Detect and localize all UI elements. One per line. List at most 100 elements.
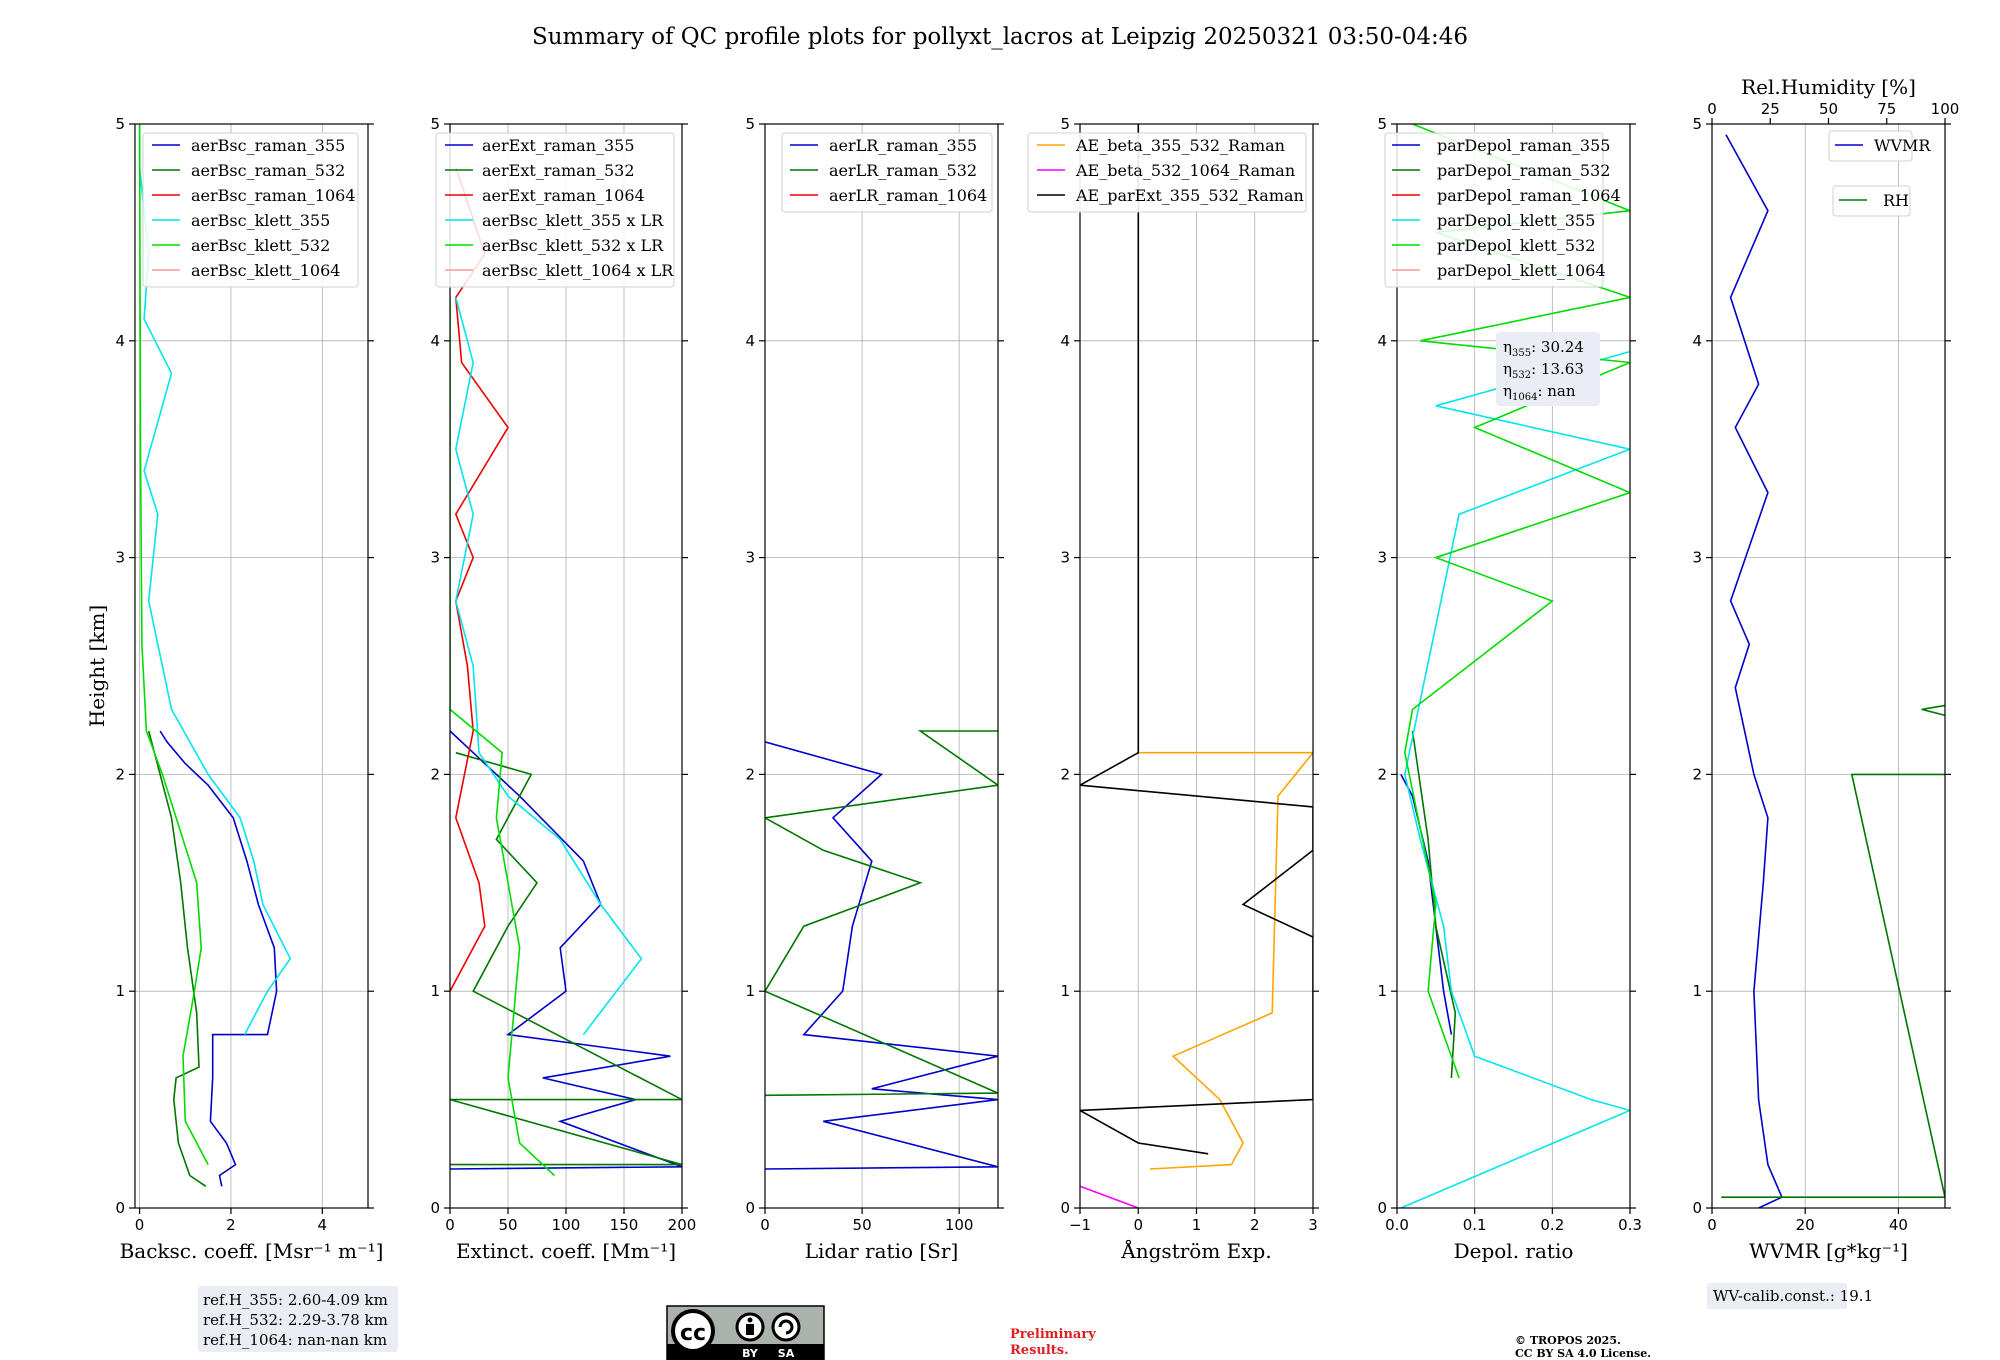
legend-entry: aerExt_raman_355 [482, 136, 635, 155]
legend-entry: aerBsc_klett_355 x LR [482, 211, 664, 230]
y-tick-label: 2 [115, 765, 125, 783]
series-line-aerBsc_raman_355 [159, 730, 278, 1187]
series-line-aerExt_raman_1064 [450, 167, 509, 992]
series-group [1080, 124, 1313, 1208]
x-tick-label: 2 [1250, 1216, 1260, 1234]
y-tick-label: 0 [1060, 1199, 1070, 1217]
series-line-aerExt_raman_355 [450, 730, 682, 1170]
series-line-AE_beta_355_532_Raman [1138, 751, 1313, 1170]
y-tick-label: 3 [1692, 549, 1702, 567]
y-tick-label: 0 [1692, 1199, 1702, 1217]
legend-entry: aerExt_raman_1064 [482, 186, 645, 205]
eta-1064-value: : nan [1537, 382, 1575, 400]
x-tick-label: 200 [668, 1216, 697, 1234]
copyright-line2: CC BY SA 4.0 License. [1515, 1347, 1651, 1360]
series-group [138, 124, 292, 1187]
series-line-AE_beta_532_1064_Raman [1080, 1185, 1139, 1208]
panel-lidar_ratio: 0 50 100 0 1 2 3 4 5 Lidar ratio [Sr] [745, 115, 1004, 1263]
legend-entry: aerLR_raman_355 [829, 136, 977, 155]
series-line-aerExt_raman_532 [450, 751, 682, 1166]
legend-entry: AE_parExt_355_532_Raman [1075, 186, 1304, 205]
x-axis-label: Extinct. coeff. [Mm⁻¹] [456, 1239, 676, 1263]
top-axis-label: Rel.Humidity [%] [1741, 75, 1916, 99]
legend-wvmr: WVMR [1828, 130, 1931, 162]
y-tick-label: 3 [1060, 549, 1070, 567]
series-line-parDepol_klett_355 [1400, 350, 1630, 1208]
legend-entry: aerBsc_klett_1064 x LR [482, 261, 674, 280]
legend-backscatter: aerBsc_raman_355 aerBsc_raman_532 aerBsc… [142, 132, 359, 288]
legend-entry: aerLR_raman_1064 [829, 186, 987, 205]
y-tick-label: 5 [1377, 115, 1387, 133]
y-tick-label: 2 [430, 765, 440, 783]
x-tick-label: 0 [760, 1216, 770, 1234]
x-tick-label: 0 [1707, 1216, 1717, 1234]
y-tick-label: 5 [745, 115, 755, 133]
top-tick-label: 0 [1707, 100, 1717, 118]
series-line-parDepol_raman_355 [1400, 774, 1453, 1035]
y-tick-label: 1 [1060, 982, 1070, 1000]
x-tick-label: 0.0 [1385, 1216, 1409, 1234]
legend-entry: aerBsc_klett_355 [191, 211, 330, 230]
by-label: BY [742, 1347, 759, 1360]
sa-label: SA [778, 1347, 795, 1360]
series-line-parDepol_raman_532 [1411, 730, 1457, 1078]
ref-h-1064: ref.H_1064: nan-nan km [203, 1331, 387, 1349]
x-tick-label: 2 [226, 1216, 236, 1234]
x-axis-label: Backsc. coeff. [Msr⁻¹ m⁻¹] [120, 1239, 384, 1263]
y-tick-label: 3 [115, 549, 125, 567]
series-line-WVMR [1725, 134, 1783, 1208]
legend-entry: aerLR_raman_532 [829, 161, 977, 180]
series-line-aerBsc_klett_532 [138, 124, 209, 1165]
ref-h-355: ref.H_355: 2.60-4.09 km [203, 1291, 388, 1309]
y-tick-label: 5 [115, 115, 125, 133]
x-tick-label: 20 [1796, 1216, 1815, 1234]
series-line-RH [1721, 704, 1945, 1198]
x-tick-label: 0 [135, 1216, 145, 1234]
top-tick-label: 100 [1931, 100, 1960, 118]
y-tick-label: 3 [745, 549, 755, 567]
legend-entry: aerBsc_klett_532 [191, 236, 330, 255]
preliminary-line1: Preliminary [1010, 1327, 1096, 1342]
y-tick-label: 5 [1060, 115, 1070, 133]
series-group [765, 730, 998, 1170]
preliminary-line2: Results. [1010, 1343, 1069, 1358]
legend-entry: parDepol_klett_355 [1437, 211, 1595, 230]
y-tick-label: 0 [115, 1199, 125, 1217]
y-tick-label: 1 [115, 982, 125, 1000]
y-tick-label: 1 [1692, 982, 1702, 1000]
x-tick-label: 100 [552, 1216, 581, 1234]
legend-entry: aerBsc_klett_532 x LR [482, 236, 664, 255]
x-tick-label: 150 [610, 1216, 639, 1234]
y-tick-label: 5 [430, 115, 440, 133]
x-tick-label: 0.1 [1463, 1216, 1487, 1234]
y-tick-label: 4 [1692, 332, 1702, 350]
top-tick-label: 50 [1819, 100, 1838, 118]
x-tick-label: 0.2 [1540, 1216, 1564, 1234]
legend-entry: parDepol_raman_532 [1437, 161, 1610, 180]
y-tick-label: 2 [1060, 765, 1070, 783]
legend-entry: parDepol_raman_1064 [1437, 186, 1621, 205]
copyright-line1: © TROPOS 2025. [1515, 1334, 1621, 1347]
legend-entry: parDepol_klett_532 [1437, 236, 1595, 255]
wv-calib-box: WV-calib.const.: 19.1 [1707, 1283, 1873, 1309]
legend-entry: aerBsc_raman_1064 [191, 186, 356, 205]
x-axis-label: Lidar ratio [Sr] [805, 1239, 959, 1263]
figure-title: Summary of QC profile plots for pollyxt_… [532, 24, 1468, 50]
axes-frame [764, 123, 999, 1209]
axes-frame [1711, 123, 1946, 1209]
cc-logo-text: cc [680, 1321, 706, 1346]
legend-entry: aerExt_raman_532 [482, 161, 635, 180]
series-line-aerBsc_klett_355 [138, 124, 292, 1035]
x-tick-label: 50 [853, 1216, 872, 1234]
panel-wvmr: 0 20 40 0 1 2 3 4 5 WVMR [g*kg⁻¹] 0 25 50 75 100 Rel.Hu… [1692, 75, 1960, 1263]
x-tick-label: 3 [1308, 1216, 1318, 1234]
legend-rh: RH [1832, 185, 1911, 217]
y-tick-label: 4 [1377, 332, 1387, 350]
legend-extinction: aerExt_raman_355 aerExt_raman_532 aerExt… [435, 132, 675, 288]
x-tick-label: 0.3 [1618, 1216, 1642, 1234]
series-line-aerBsc_klett_355 x LR [454, 297, 643, 1036]
legend-entry: AE_beta_532_1064_Raman [1075, 161, 1295, 180]
series-line-aerBsc_raman_532 [147, 730, 207, 1187]
